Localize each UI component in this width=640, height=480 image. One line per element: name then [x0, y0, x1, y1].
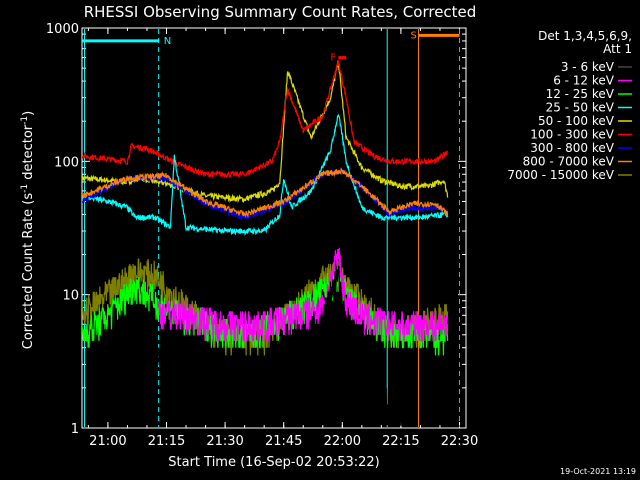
footer-timestamp: 19-Oct-2021 13:19	[560, 467, 636, 476]
legend-entry-label: 12 - 25 keV	[546, 87, 615, 101]
annotation-label: S	[410, 30, 416, 41]
x-tick-label: 21:45	[265, 434, 302, 449]
legend-header: Att 1	[603, 42, 632, 56]
series-line	[82, 60, 449, 204]
x-tick-label: 22:30	[441, 434, 478, 449]
series-line	[82, 60, 449, 179]
y-tick-label: 1000	[46, 22, 79, 37]
legend-entry-label: 6 - 12 keV	[553, 74, 615, 88]
series-line	[82, 166, 449, 219]
x-tick-label: 21:30	[206, 434, 243, 449]
annotation-label: F	[330, 53, 336, 64]
legend-entry-label: 800 - 7000 keV	[523, 155, 615, 169]
y-tick-label: 1	[71, 422, 79, 437]
legend-header: Det 1,3,4,5,6,9,	[538, 29, 632, 43]
x-tick-label: 21:00	[89, 434, 126, 449]
legend-entry-label: 100 - 300 keV	[530, 128, 614, 142]
legend-entry-label: 300 - 800 keV	[530, 141, 614, 155]
legend-entry-label: 7000 - 15000 keV	[507, 168, 614, 182]
y-tick-label: 10	[62, 289, 79, 304]
legend-entry-label: 3 - 6 keV	[561, 60, 615, 74]
x-axis-label: Start Time (16-Sep-02 20:53:22)	[168, 455, 379, 470]
series-line	[158, 247, 449, 342]
legend-entry-label: 50 - 100 keV	[538, 114, 615, 128]
y-tick-label: 100	[54, 155, 79, 170]
x-tick-label: 22:15	[382, 434, 419, 449]
chart-title: RHESSI Observing Summary Count Rates, Co…	[84, 3, 477, 21]
annotation-label: N	[164, 36, 171, 47]
x-tick-label: 21:15	[148, 434, 185, 449]
y-axis-label: Corrected Count Rate (s-1 detector-1)	[20, 111, 36, 349]
legend-entry-label: 25 - 50 keV	[546, 101, 615, 115]
series-line	[138, 265, 405, 426]
x-tick-label: 22:00	[324, 434, 361, 449]
series-line	[82, 113, 449, 237]
